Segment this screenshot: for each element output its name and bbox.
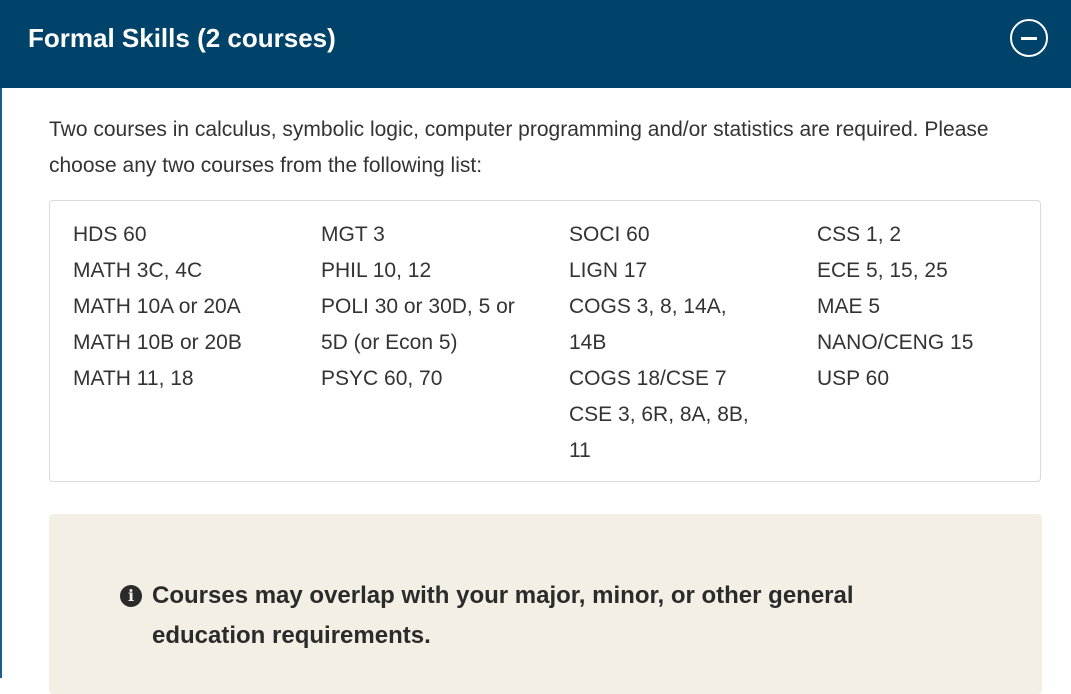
course-item: MATH 11, 18 bbox=[73, 367, 194, 390]
course-item: CSE 3, 6R, 8A, 8B, 11 bbox=[569, 403, 749, 462]
course-item: POLI 30 or 30D, 5 or 5D (or Econ 5) bbox=[321, 295, 515, 354]
course-column: MGT 3 PHIL 10, 12 POLI 30 or 30D, 5 or 5… bbox=[321, 217, 516, 397]
course-item: SOCI 60 bbox=[569, 223, 650, 246]
notice-text: Courses may overlap with your major, min… bbox=[152, 582, 854, 649]
notice-text-block: i Courses may overlap with your major, mi… bbox=[120, 576, 932, 656]
course-item: CSS 1, 2 bbox=[817, 223, 902, 246]
course-item: HDS 60 bbox=[73, 223, 147, 246]
overlap-notice: i Courses may overlap with your major, mi… bbox=[49, 514, 1042, 694]
course-item: MATH 10B or 20B bbox=[73, 331, 242, 354]
section-left-border bbox=[0, 88, 2, 678]
course-item: USP 60 bbox=[817, 367, 889, 390]
course-item: COGS 3, 8, 14A, 14B bbox=[569, 295, 727, 354]
course-column: CSS 1, 2 ECE 5, 15, 25 MAE 5 NANO/CENG 1… bbox=[817, 217, 1017, 397]
course-column: HDS 60 MATH 3C, 4C MATH 10A or 20A MATH … bbox=[73, 217, 273, 397]
course-list: HDS 60 MATH 3C, 4C MATH 10A or 20A MATH … bbox=[49, 200, 1041, 482]
course-item: PHIL 10, 12 bbox=[321, 259, 432, 282]
course-item: NANO/CENG 15 bbox=[817, 331, 974, 354]
course-item: LIGN 17 bbox=[569, 259, 648, 282]
accordion-header[interactable]: Formal Skills (2 courses) bbox=[0, 0, 1071, 88]
course-column: SOCI 60 LIGN 17 COGS 3, 8, 14A, 14B COGS… bbox=[569, 217, 764, 469]
course-item: PSYC 60, 70 bbox=[321, 367, 443, 390]
course-item: MGT 3 bbox=[321, 223, 385, 246]
info-circle-icon: i bbox=[120, 576, 150, 616]
course-item: MAE 5 bbox=[817, 295, 881, 318]
intro-text: Two courses in calculus, symbolic logic,… bbox=[49, 118, 989, 177]
minus-circle-icon[interactable] bbox=[1010, 19, 1048, 57]
course-item: MATH 3C, 4C bbox=[73, 259, 203, 282]
course-item: ECE 5, 15, 25 bbox=[817, 259, 948, 282]
section-title: Formal Skills (2 courses) bbox=[28, 23, 336, 53]
course-item: MATH 10A or 20A bbox=[73, 295, 241, 318]
course-item: COGS 18/CSE 7 bbox=[569, 367, 727, 390]
